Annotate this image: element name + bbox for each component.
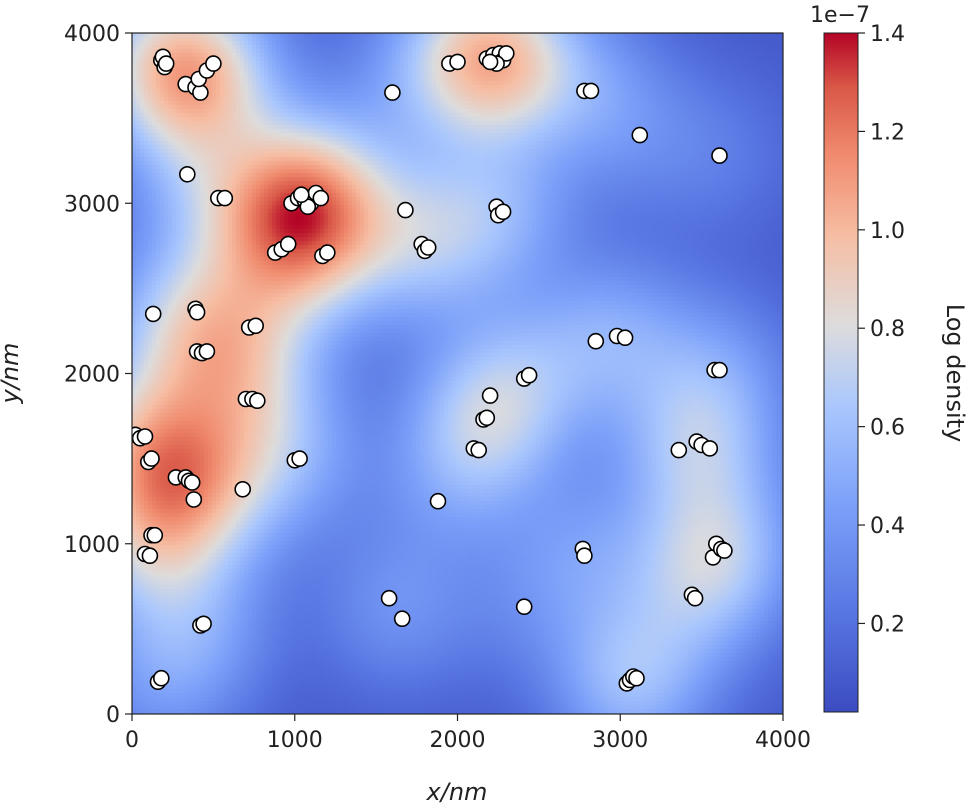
y-tick-label: 0	[106, 703, 120, 728]
x-axis-label: x/nm	[426, 778, 488, 806]
scatter-point	[515, 598, 533, 616]
scatter-point	[711, 147, 728, 164]
scatter-point	[576, 547, 593, 565]
scatter-point	[628, 669, 645, 687]
scatter-point	[146, 526, 164, 544]
colorbar-tick-label: 1.2	[870, 120, 905, 145]
scatter-point	[481, 387, 499, 404]
scatter-point	[248, 392, 266, 410]
colorbar-tick-label: 1.4	[870, 22, 905, 47]
scatter-point	[291, 450, 308, 467]
scatter-point	[393, 610, 411, 628]
scatter-point	[216, 189, 234, 207]
scatter-point	[144, 305, 162, 323]
scatter-point	[247, 317, 264, 335]
scatter-point	[494, 203, 512, 221]
scatter-point	[292, 186, 310, 203]
y-axis-ticks: 0 1000 2000 3000 4000	[64, 22, 132, 728]
scatter-point	[686, 589, 704, 607]
scatter-point	[397, 201, 414, 219]
x-tick-label: 3000	[592, 728, 648, 753]
scatter-point	[419, 239, 437, 256]
scatter-point	[157, 55, 175, 72]
scatter-point	[520, 366, 538, 384]
colorbar-tick-label: 0.4	[870, 514, 905, 539]
colorbar-tick-label: 0.2	[870, 612, 905, 637]
scatter-point	[616, 329, 634, 347]
scatter-point	[312, 189, 330, 207]
scatter-point	[711, 361, 728, 379]
scatter-points	[132, 45, 733, 692]
colorbar	[823, 32, 859, 713]
scatter-point	[631, 126, 649, 144]
colorbar-label: Log density	[941, 304, 969, 443]
scatter-point	[670, 441, 688, 459]
scatter-point	[380, 589, 398, 607]
scatter-point	[136, 428, 154, 445]
x-tick-label: 1000	[267, 728, 323, 753]
scatter-point	[701, 440, 719, 457]
scatter-point	[205, 55, 222, 72]
colorbar-tick-label: 0.6	[870, 416, 905, 441]
colorbar-scale-note: 1e−7	[810, 3, 870, 28]
colorbar-ticks: 0.2 0.4 0.6 0.8 1.0 1.2 1.4	[858, 22, 905, 637]
density-heatmap-area	[132, 33, 783, 714]
scatter-point	[192, 84, 209, 101]
colorbar-tick-label: 0.8	[870, 317, 905, 342]
y-tick-label: 3000	[64, 192, 120, 217]
scatter-point	[179, 166, 196, 183]
y-axis-label: y/nm	[0, 343, 24, 405]
scatter-point	[481, 53, 499, 71]
scatter-point	[195, 615, 212, 633]
y-tick-label: 2000	[64, 363, 120, 388]
scatter-point	[234, 480, 251, 498]
y-tick-label: 4000	[64, 22, 120, 47]
x-axis-ticks: 0 1000 2000 3000 4000	[125, 714, 811, 753]
scatter-point	[449, 53, 466, 71]
scatter-point	[478, 409, 496, 427]
scatter-point	[429, 492, 447, 510]
scatter-point	[587, 332, 605, 350]
scatter-point	[470, 441, 488, 459]
scatter-point	[384, 84, 401, 101]
scatter-point	[183, 474, 201, 491]
scatter-point	[279, 235, 297, 253]
scatter-point	[318, 244, 336, 261]
colorbar-tick-label: 1.0	[870, 219, 905, 244]
scatter-point	[143, 450, 160, 467]
scatter-point	[188, 303, 206, 321]
x-tick-label: 0	[125, 728, 139, 753]
scatter-point	[153, 669, 170, 687]
x-tick-label: 2000	[430, 728, 486, 753]
scatter-point	[497, 45, 515, 62]
scatter-point	[141, 547, 159, 565]
y-tick-label: 1000	[64, 533, 120, 558]
scatter-point	[185, 491, 203, 508]
scatter-point	[716, 542, 733, 559]
scatter-point	[582, 82, 600, 100]
x-tick-label: 4000	[755, 728, 811, 753]
scatter-point	[198, 343, 216, 360]
